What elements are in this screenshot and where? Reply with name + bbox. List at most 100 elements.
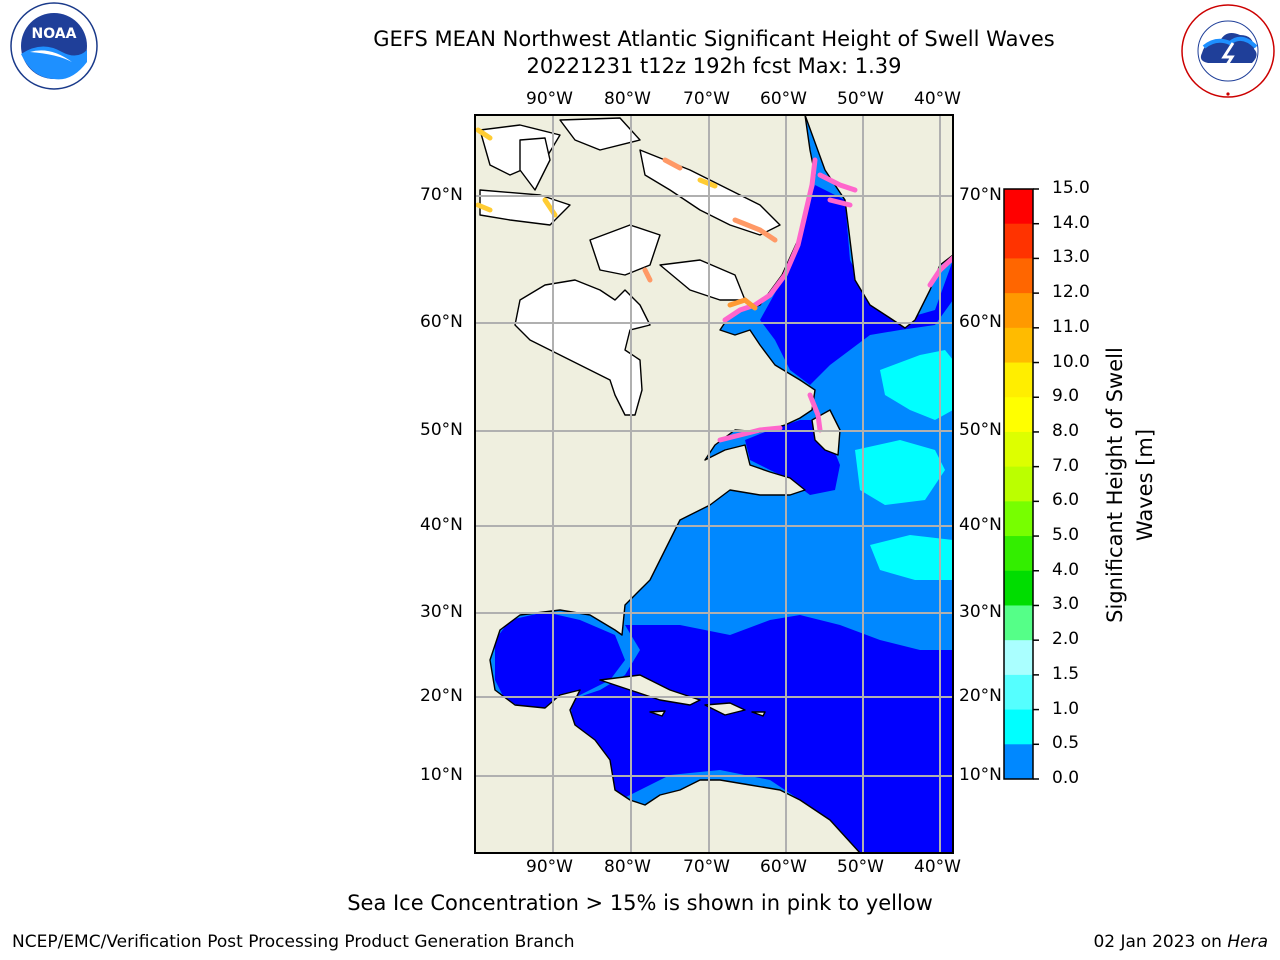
lat-label-left: 10°N (420, 765, 463, 785)
swell-region-east-lower (870, 535, 953, 580)
colorbar-level-label: 5.0 (1052, 525, 1080, 546)
nws-logo (1181, 4, 1275, 98)
sea-ice-arctic-1 (475, 127, 493, 141)
colorbar-segment (1004, 189, 1033, 225)
lat-label-left: 50°N (420, 420, 463, 440)
colorbar-frame (1003, 188, 1034, 780)
colorbar-segment (1004, 709, 1033, 745)
lat-label-right: 20°N (959, 686, 1002, 706)
colorbar-segment (1004, 674, 1033, 711)
colorbar-level-label: 7.0 (1052, 455, 1080, 476)
footer-host: Hera (1227, 932, 1268, 952)
colorbar-segment (1004, 431, 1033, 468)
swell-region-east-mid (855, 440, 945, 505)
lon-label-bottom: 70°W (683, 857, 730, 877)
arctic-channel-5 (519, 137, 551, 191)
colorbar-level-label: 14.0 (1052, 212, 1090, 233)
colorbar-level-label: 13.0 (1052, 247, 1090, 268)
footer-producer: NCEP/EMC/Verification Post Processing Pr… (12, 932, 575, 952)
calm-region-caribbean-atlantic (570, 615, 953, 853)
land-hispaniola (704, 702, 746, 716)
lat-label-left: 30°N (420, 602, 463, 622)
colorbar-level-label: 1.5 (1052, 663, 1080, 684)
colorbar-segment (1004, 258, 1033, 294)
lon-label-top: 90°W (526, 89, 573, 109)
map-grid (475, 115, 953, 853)
hudson-bay (514, 279, 651, 416)
colorbar-segment (1004, 744, 1033, 780)
calm-region-gulf-of-mexico (495, 612, 625, 710)
noaa-logo: NOAA (10, 2, 98, 90)
sea-ice-caption: Sea Ice Concentration > 15% is shown in … (347, 891, 933, 915)
chart-subtitle: 20221231 t12z 192h fcst Max: 1.39 (526, 54, 902, 78)
arctic-channel-2 (559, 117, 641, 151)
lat-label-left: 70°N (420, 185, 463, 205)
sea-ice-arctic-3 (732, 217, 778, 243)
lon-label-top: 40°W (914, 89, 961, 109)
colorbar-segment (1004, 466, 1033, 502)
map-frame (474, 114, 954, 854)
lon-label-bottom: 90°W (526, 857, 573, 877)
footer-date: 02 Jan 2023 on Hera (1093, 932, 1268, 952)
sea-ice-arctic-5 (662, 157, 683, 171)
colorbar-level-label: 12.0 (1052, 282, 1090, 303)
lon-label-bottom: 80°W (604, 857, 651, 877)
lat-label-left: 40°N (420, 515, 463, 535)
sea-ice-hudson-bay (642, 267, 653, 283)
sea-ice-arctic-2 (475, 202, 493, 213)
colorbar-segment (1004, 536, 1033, 572)
colorbar-level-label: 4.0 (1052, 559, 1080, 580)
lon-label-bottom: 60°W (760, 857, 807, 877)
sea-ice-baffin-north (817, 172, 858, 193)
noaa-logo-text: NOAA (32, 26, 77, 42)
colorbar-segment (1004, 640, 1033, 676)
lat-label-right: 50°N (959, 420, 1002, 440)
lon-label-top: 60°W (760, 89, 807, 109)
colorbar-level-label: 11.0 (1052, 316, 1090, 337)
lon-label-bottom: 40°W (914, 857, 961, 877)
swell-region-east-upper (880, 350, 953, 420)
sea-ice-hudson-strait (727, 297, 758, 311)
colorbar-level-label: 2.0 (1052, 629, 1080, 650)
colorbar-level-label: 8.0 (1052, 420, 1080, 441)
colorbar-ticks (1033, 188, 1039, 780)
colorbar-segment (1004, 605, 1033, 641)
colorbar-title: Significant Height of Swell Waves [m] (1103, 347, 1157, 623)
colorbar-level-label: 15.0 (1052, 178, 1090, 198)
sea-ice-newfoundland (807, 392, 823, 433)
chart-title: GEFS MEAN Northwest Atlantic Significant… (373, 27, 1055, 51)
colorbar-segment (1004, 327, 1033, 364)
colorbar-segment (1004, 293, 1033, 329)
lat-label-right: 30°N (959, 602, 1002, 622)
lat-label-right: 60°N (959, 312, 1002, 332)
lon-label-top: 50°W (837, 89, 884, 109)
footer-date-text: 02 Jan 2023 on (1093, 932, 1228, 952)
colorbar-level-label: 9.0 (1052, 386, 1080, 407)
colorbar-level-label: 10.0 (1052, 351, 1090, 372)
lat-label-left: 20°N (420, 686, 463, 706)
sea-ice-st-lawrence (717, 425, 783, 443)
colorbar-segment (1004, 501, 1033, 537)
lat-label-right: 40°N (959, 515, 1002, 535)
land-puerto-rico (751, 711, 766, 717)
colorbar-segment (1004, 397, 1033, 433)
colorbar-segment (1004, 223, 1033, 259)
lon-label-top: 80°W (604, 89, 651, 109)
colorbar-segment (1004, 362, 1033, 398)
sea-ice-arctic-4 (697, 177, 718, 189)
sea-ice-greenland-west (827, 197, 853, 208)
colorbar-segment (1004, 570, 1033, 606)
calm-region-labrador (760, 185, 953, 385)
colorbar-level-label: 1.0 (1052, 698, 1080, 719)
colorbar-level-label: 3.0 (1052, 594, 1080, 615)
colorbar (1004, 189, 1033, 780)
colorbar-level-label: 0.0 (1052, 768, 1080, 788)
lon-label-bottom: 50°W (837, 857, 884, 877)
land-jamaica (649, 710, 666, 717)
lat-label-right: 70°N (959, 185, 1002, 205)
colorbar-level-label: 6.0 (1052, 490, 1080, 511)
lat-label-right: 10°N (959, 765, 1002, 785)
colorbar-level-label: 0.5 (1052, 733, 1080, 754)
lat-label-left: 60°N (420, 312, 463, 332)
